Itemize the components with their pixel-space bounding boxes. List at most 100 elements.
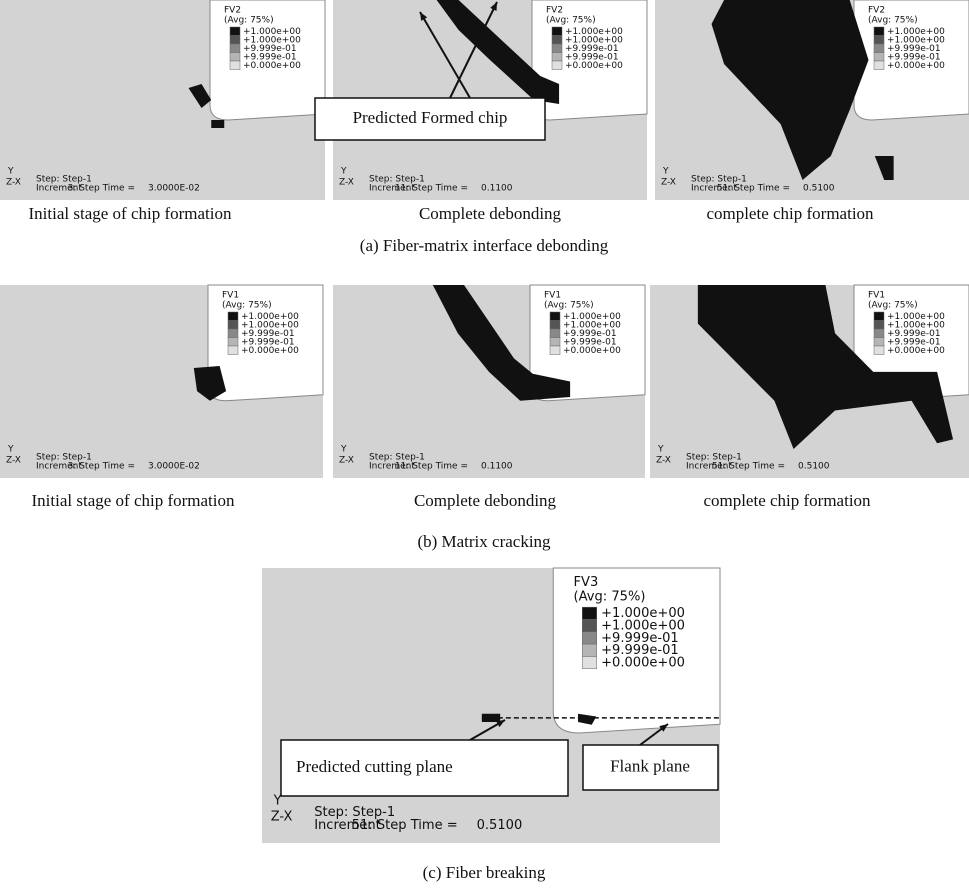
legend-swatch <box>873 345 885 355</box>
legend-entry: +0.000e+00 <box>563 346 621 356</box>
legend-swatch <box>873 52 885 62</box>
legend-swatch <box>227 320 239 330</box>
legend-entry: +9.999e-01 <box>563 338 617 348</box>
triad-y: Y <box>340 167 347 177</box>
legend-swatch <box>227 345 239 355</box>
legend-swatch <box>229 26 241 36</box>
legend-average: (Avg: 75%) <box>868 16 918 26</box>
legend-entry: +0.000e+00 <box>565 61 623 71</box>
step-label: Step: Step-1 <box>36 175 92 185</box>
panel-caption: complete chip formation <box>706 204 874 223</box>
legend-title: FV2 <box>868 6 885 16</box>
increment-label: Increment <box>691 184 737 194</box>
step-time-label: 11: Step Time = <box>395 184 468 194</box>
legend-swatch <box>873 60 885 70</box>
legend-entry: +9.999e-01 <box>243 53 297 63</box>
legend-entry: +1.000e+00 <box>887 27 945 37</box>
arrow-head <box>490 2 497 11</box>
legend-swatch <box>873 26 885 36</box>
legend-entry: +0.000e+00 <box>601 655 685 670</box>
time-value: 0.5100 <box>477 818 523 833</box>
legend-swatch <box>551 35 563 45</box>
legend-swatch <box>551 60 563 70</box>
step-time-label: 11: Step Time = <box>395 462 468 472</box>
legend-title: FV2 <box>546 6 563 16</box>
step-label: Step: Step-1 <box>369 453 425 463</box>
legend-swatch <box>229 35 241 45</box>
chip-region <box>211 120 225 128</box>
simulation-panel: FV2(Avg: 75%)+1.000e+00+1.000e+00+9.999e… <box>0 0 326 200</box>
panel-caption: Initial stage of chip formation <box>29 204 232 223</box>
section-label: (a) Fiber-matrix interface debonding <box>360 236 609 255</box>
increment-label: Increment <box>36 184 82 194</box>
triad-zx: Z-X <box>6 178 21 188</box>
section-label: (c) Fiber breaking <box>423 863 546 882</box>
annotation-box <box>582 744 719 791</box>
chip-region <box>711 0 869 180</box>
legend-entry: +0.000e+00 <box>887 61 945 71</box>
increment-label: Increment <box>36 462 82 472</box>
triad-y: Y <box>662 167 669 177</box>
legend-swatch <box>549 328 561 338</box>
triad-y: Y <box>7 445 14 455</box>
triad-zx: Z-X <box>339 178 354 188</box>
legend-title: FV1 <box>222 291 239 301</box>
triad-zx: Z-X <box>656 456 671 466</box>
increment-label: Increment <box>314 818 381 833</box>
legend-swatch <box>227 311 239 321</box>
step-time-label: 51: Step Time = <box>712 462 785 472</box>
legend-swatch <box>549 311 561 321</box>
triad-zx: Z-X <box>271 809 293 824</box>
legend-entry: +1.000e+00 <box>887 321 945 331</box>
step-label: Step: Step-1 <box>691 175 747 185</box>
legend-entry: +1.000e+00 <box>563 321 621 331</box>
arrow-head <box>659 724 668 732</box>
simulation-panel: FV1(Avg: 75%)+1.000e+00+1.000e+00+9.999e… <box>650 284 969 478</box>
simulation-panel: FV2(Avg: 75%)+1.000e+00+1.000e+00+9.999e… <box>655 0 969 200</box>
legend-swatch <box>227 328 239 338</box>
increment-label: Increment <box>686 462 732 472</box>
step-label: Step: Step-1 <box>369 175 425 185</box>
chip-region <box>436 0 560 104</box>
chip-region <box>578 713 597 725</box>
annotation-arrow <box>449 1 498 99</box>
chip-region <box>432 285 571 401</box>
legend-entry: +9.999e-01 <box>887 338 941 348</box>
triad-y: Y <box>7 167 14 177</box>
legend-average: (Avg: 75%) <box>574 590 646 605</box>
legend-entry: +1.000e+00 <box>243 27 301 37</box>
legend-swatch <box>582 619 597 633</box>
chip-region <box>874 156 894 180</box>
time-value: 0.5100 <box>798 462 830 472</box>
time-value: 0.1100 <box>481 462 513 472</box>
chip-region <box>193 366 227 401</box>
legend-entry: +9.999e-01 <box>887 329 941 339</box>
legend-swatch <box>873 328 885 338</box>
legend-entry: +9.999e-01 <box>601 631 679 646</box>
legend-entry: +9.999e-01 <box>563 329 617 339</box>
time-value: 0.5100 <box>803 184 835 194</box>
arrow-head <box>420 12 428 21</box>
legend-swatch <box>551 52 563 62</box>
step-time-label: 51: Step Time = <box>352 818 458 833</box>
legend-entry: +0.000e+00 <box>887 346 945 356</box>
legend-entry: +1.000e+00 <box>887 312 945 322</box>
legend-swatch <box>551 43 563 53</box>
legend-title: FV1 <box>544 291 561 301</box>
legend-entry: +1.000e+00 <box>601 606 685 621</box>
legend-entry: +0.000e+00 <box>243 61 301 71</box>
increment-label: Increment <box>369 184 415 194</box>
triad-y: Y <box>340 445 347 455</box>
legend-entry: +1.000e+00 <box>241 321 299 331</box>
legend-average: (Avg: 75%) <box>546 16 596 26</box>
legend-swatch <box>229 43 241 53</box>
legend-swatch <box>582 656 597 670</box>
legend-average: (Avg: 75%) <box>544 301 594 311</box>
legend-swatch <box>229 52 241 62</box>
simulation-panel: FV3(Avg: 75%)+1.000e+00+1.000e+00+9.999e… <box>262 567 721 843</box>
chip-region <box>697 285 954 450</box>
triad-y: Y <box>273 793 282 808</box>
legend-title: FV2 <box>224 6 241 16</box>
step-time-label: 3: Step Time = <box>68 462 135 472</box>
